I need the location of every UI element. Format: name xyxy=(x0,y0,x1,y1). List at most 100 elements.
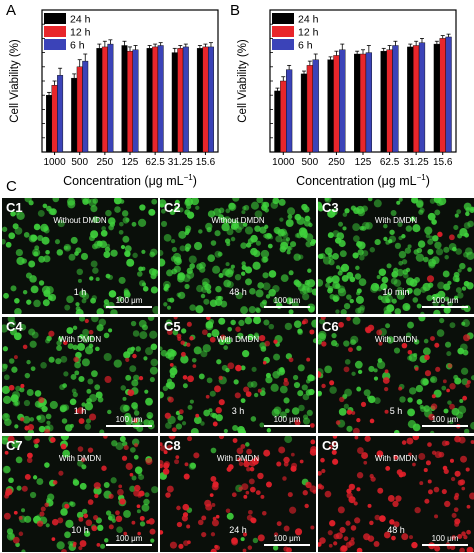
live-cell xyxy=(65,245,71,250)
live-cell xyxy=(225,208,231,214)
live-cell xyxy=(391,298,397,304)
live-cell xyxy=(210,240,217,246)
live-cell xyxy=(195,305,204,314)
live-cell xyxy=(355,307,362,314)
live-cell xyxy=(173,265,181,273)
live-cell xyxy=(359,305,366,311)
dead-cell xyxy=(187,436,193,442)
live-cell xyxy=(241,210,246,215)
dead-cell xyxy=(77,446,84,452)
dead-cell xyxy=(243,386,250,393)
scale-bar: 100 μm xyxy=(422,534,468,546)
live-cell xyxy=(431,256,440,265)
live-cell xyxy=(241,271,246,276)
live-cell xyxy=(374,238,381,246)
live-cell xyxy=(172,329,179,336)
dead-cell xyxy=(392,500,399,508)
live-cell xyxy=(54,239,61,245)
dead-cell xyxy=(461,486,466,491)
live-cell xyxy=(328,259,335,266)
dead-cell xyxy=(7,436,15,443)
dead-cell xyxy=(310,525,315,530)
dead-cell xyxy=(187,540,191,545)
bar-12h-31.25 xyxy=(177,48,184,153)
dead-cell xyxy=(18,515,23,520)
live-cell xyxy=(454,213,459,218)
dead-cell xyxy=(434,545,441,552)
live-cell xyxy=(389,229,395,235)
dead-cell xyxy=(218,375,223,381)
live-cell xyxy=(213,208,222,217)
bar-12h-500 xyxy=(306,65,313,153)
dead-cell xyxy=(426,275,435,283)
live-cell xyxy=(302,393,310,401)
dead-cell xyxy=(376,329,383,336)
live-cell xyxy=(160,208,166,214)
dead-cell xyxy=(470,440,474,444)
dead-cell xyxy=(261,510,267,516)
live-cell xyxy=(467,220,474,228)
live-cell xyxy=(184,209,191,216)
dead-cell xyxy=(379,515,386,522)
live-cell xyxy=(451,407,460,416)
live-cell xyxy=(163,302,168,307)
live-cell xyxy=(318,201,323,209)
live-cell xyxy=(2,226,8,232)
live-cell xyxy=(273,406,282,415)
dead-cell xyxy=(451,535,457,540)
live-cell xyxy=(205,321,214,329)
legend-swatch-24h xyxy=(272,13,294,24)
bar-6h-125 xyxy=(132,49,139,153)
legend-label: 12 h xyxy=(298,27,319,39)
live-cell xyxy=(249,288,256,295)
dead-cell xyxy=(357,447,364,454)
live-cell xyxy=(125,415,133,423)
live-cell xyxy=(125,374,132,381)
y-axis-label: Cell Viability (%) xyxy=(9,39,21,123)
live-cell xyxy=(460,367,469,375)
live-cell xyxy=(90,205,98,213)
dead-cell xyxy=(353,501,358,506)
dead-cell xyxy=(465,383,470,388)
dead-cell xyxy=(168,436,176,440)
live-cell xyxy=(101,226,106,231)
dead-cell xyxy=(424,498,430,504)
dead-cell xyxy=(167,396,174,403)
live-cell xyxy=(425,233,431,239)
live-cell xyxy=(117,296,123,302)
live-cell xyxy=(430,377,435,382)
live-cell xyxy=(293,253,301,261)
dead-cell xyxy=(450,544,456,550)
micrograph-c4: C4 With DMDN 1 h 100 μm xyxy=(2,317,158,433)
live-cell xyxy=(48,356,55,363)
live-cell xyxy=(329,386,337,394)
live-cell xyxy=(92,216,100,223)
condition-label: Without DMDN xyxy=(211,216,265,225)
live-cell xyxy=(307,303,316,312)
dead-cell xyxy=(408,535,414,540)
live-cell xyxy=(151,198,158,205)
live-cell xyxy=(14,307,22,314)
live-cell xyxy=(223,345,229,350)
live-cell xyxy=(244,226,254,235)
live-cell xyxy=(263,319,270,326)
live-cell xyxy=(26,389,34,396)
live-cell xyxy=(166,348,176,357)
live-cell xyxy=(332,252,339,260)
live-cell xyxy=(254,210,263,219)
fluorescence-image xyxy=(318,317,474,433)
dead-cell xyxy=(304,503,309,509)
dead-cell xyxy=(339,396,345,403)
x-tick-label: 500 xyxy=(302,157,319,168)
dead-cell xyxy=(134,484,141,492)
dead-cell xyxy=(27,452,33,459)
live-cell xyxy=(352,223,361,231)
scale-bar-line xyxy=(422,544,468,546)
dead-cell xyxy=(182,503,190,511)
dead-cell xyxy=(445,440,450,446)
live-cell xyxy=(296,216,305,225)
micrograph-label: C7 xyxy=(6,438,23,453)
live-cell xyxy=(416,398,423,405)
dead-cell xyxy=(249,486,256,493)
dead-cell xyxy=(186,321,192,327)
